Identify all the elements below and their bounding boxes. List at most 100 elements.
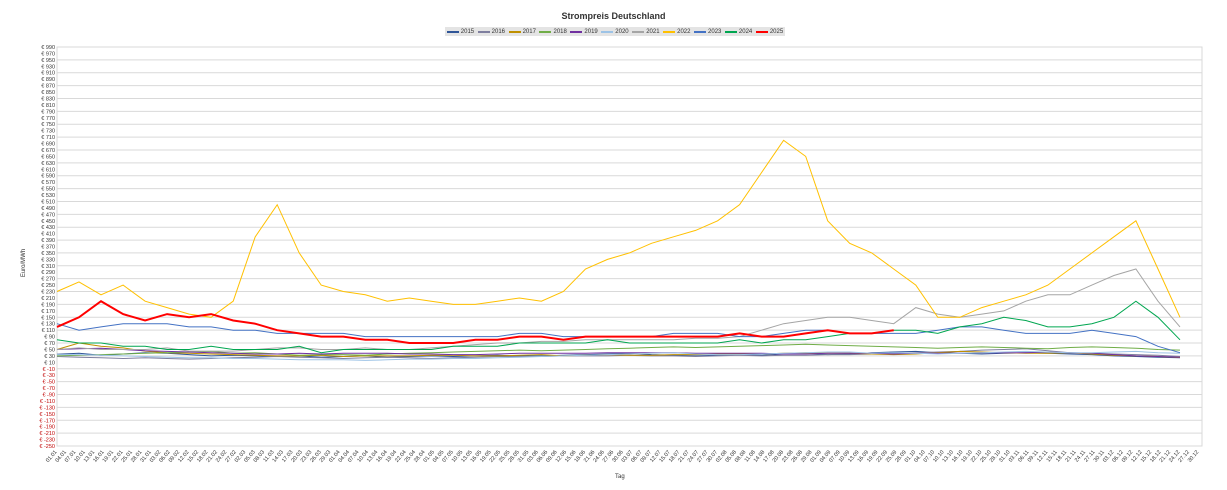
y-tick-label: € 110 xyxy=(42,328,55,334)
legend-swatch xyxy=(755,30,768,33)
plot-border xyxy=(56,46,1203,447)
legend-item-2025: 2025 xyxy=(755,28,784,35)
y-tick-label: € 930 xyxy=(41,64,55,70)
legend-label: 2022 xyxy=(677,28,691,35)
legend-label: 2020 xyxy=(615,28,629,35)
y-tick-label: € -230 xyxy=(39,438,55,444)
y-tick-label: € 310 xyxy=(41,264,55,270)
legend-swatch xyxy=(663,30,676,33)
x-tick-label: 30.12 xyxy=(1187,449,1200,463)
y-tick-label: € 170 xyxy=(41,309,55,315)
x-axis-label: Tag xyxy=(615,474,625,480)
y-tick-label: € 770 xyxy=(41,116,55,122)
y-tick-label: € 450 xyxy=(41,219,55,225)
y-tick-label: € 790 xyxy=(41,109,55,115)
y-tick-label: € 30 xyxy=(44,354,55,360)
y-tick-label: € 470 xyxy=(41,212,55,218)
y-tick-label: € -70 xyxy=(42,386,55,392)
y-tick-label: € 970 xyxy=(41,51,55,57)
y-tick-label: € 10 xyxy=(44,360,55,366)
y-tick-label: € 890 xyxy=(41,77,55,83)
legend-swatch xyxy=(570,30,583,33)
legend-item-2015: 2015 xyxy=(446,28,475,35)
series-line-2020 xyxy=(57,350,1181,361)
legend-swatch xyxy=(694,30,707,33)
y-tick-label: € 550 xyxy=(41,187,55,193)
y-tick-label: € 270 xyxy=(41,277,55,283)
y-tick-label: € 870 xyxy=(41,84,55,90)
y-tick-label: € 950 xyxy=(41,58,55,64)
y-tick-label: € 590 xyxy=(41,174,55,180)
legend-swatch xyxy=(508,30,521,33)
legend-label: 2019 xyxy=(584,28,598,35)
legend-swatch xyxy=(446,30,459,33)
y-tick-label: € 710 xyxy=(41,135,55,141)
series-line-2022 xyxy=(56,139,1181,318)
series-line-2025 xyxy=(56,300,894,344)
y-tick-label: € 990 xyxy=(41,45,55,51)
y-tick-label: € -90 xyxy=(42,393,55,399)
y-tick-label: € 830 xyxy=(41,96,55,102)
y-tick-label: € 630 xyxy=(41,161,55,167)
legend-label: 2018 xyxy=(553,28,567,35)
y-tick-label: € 70 xyxy=(44,341,55,347)
legend-swatch xyxy=(539,30,552,33)
y-tick-label: € 610 xyxy=(41,167,55,173)
legend: 2015 2016 2017 2018 2019 2020 2021 2022 2023 2024… xyxy=(445,27,785,36)
legend-label: 2016 xyxy=(491,28,506,35)
legend-item-2020: 2020 xyxy=(601,28,629,35)
y-tick-label: € 910 xyxy=(41,71,55,77)
legend-label: 2025 xyxy=(769,28,784,35)
y-tick-label: € 750 xyxy=(41,122,55,128)
legend-item-2024: 2024 xyxy=(724,29,752,35)
legend-item-2018: 2018 xyxy=(539,28,567,35)
legend-item-2019: 2019 xyxy=(570,28,598,35)
y-tick-label: € 90 xyxy=(44,335,55,341)
y-tick-label: € 690 xyxy=(41,142,55,148)
y-tick-label: € -110 xyxy=(40,399,55,405)
legend-label: 2015 xyxy=(460,28,475,35)
y-tick-label: € -190 xyxy=(39,425,55,431)
y-tick-label: € 190 xyxy=(41,302,55,308)
y-tick-label: € 350 xyxy=(41,251,55,257)
y-tick-label: € 510 xyxy=(41,199,55,205)
y-tick-label: € 330 xyxy=(41,257,55,263)
legend-item-2021: 2021 xyxy=(632,29,660,35)
y-tick-label: € -210 xyxy=(39,431,55,437)
y-tick-label: € -30 xyxy=(42,373,55,379)
y-tick-label: € 850 xyxy=(41,90,55,96)
y-tick-label: € -150 xyxy=(39,412,55,418)
legend-label: 2017 xyxy=(522,28,536,35)
y-tick-label: € 150 xyxy=(41,315,55,321)
y-tick-label: € 250 xyxy=(41,283,55,289)
y-tick-label: € 530 xyxy=(41,193,55,199)
y-tick-label: € 50 xyxy=(44,347,55,353)
series-line-2021 xyxy=(56,268,1181,352)
y-tick-label: € 430 xyxy=(41,225,55,231)
y-tick-label: € 810 xyxy=(41,103,55,109)
y-tick-label: € 210 xyxy=(41,296,55,302)
y-tick-label: € -10 xyxy=(42,367,55,373)
series-line-2018 xyxy=(56,343,1181,357)
y-tick-label: € -130 xyxy=(39,405,55,411)
legend-swatch xyxy=(477,30,490,33)
chart-title: Strompreis Deutschland xyxy=(561,11,666,21)
y-tick-label: € 730 xyxy=(41,129,55,135)
legend-item-2017: 2017 xyxy=(508,28,536,35)
legend-swatch xyxy=(601,30,614,33)
series-line-2015 xyxy=(56,350,1181,359)
y-tick-label: € 230 xyxy=(41,290,55,296)
legend-label: 2023 xyxy=(708,28,722,35)
legend-item-2023: 2023 xyxy=(694,29,721,35)
y-tick-label: € 130 xyxy=(41,322,55,328)
y-tick-label: € 410 xyxy=(41,232,55,238)
y-tick-label: € 650 xyxy=(41,154,55,160)
y-tick-label: € 670 xyxy=(41,148,55,154)
y-tick-label: € -250 xyxy=(39,444,55,450)
legend-swatch xyxy=(632,30,645,33)
legend-item-2016: 2016 xyxy=(477,28,506,35)
y-tick-label: € 490 xyxy=(41,206,55,212)
y-tick-label: € -50 xyxy=(42,380,55,386)
